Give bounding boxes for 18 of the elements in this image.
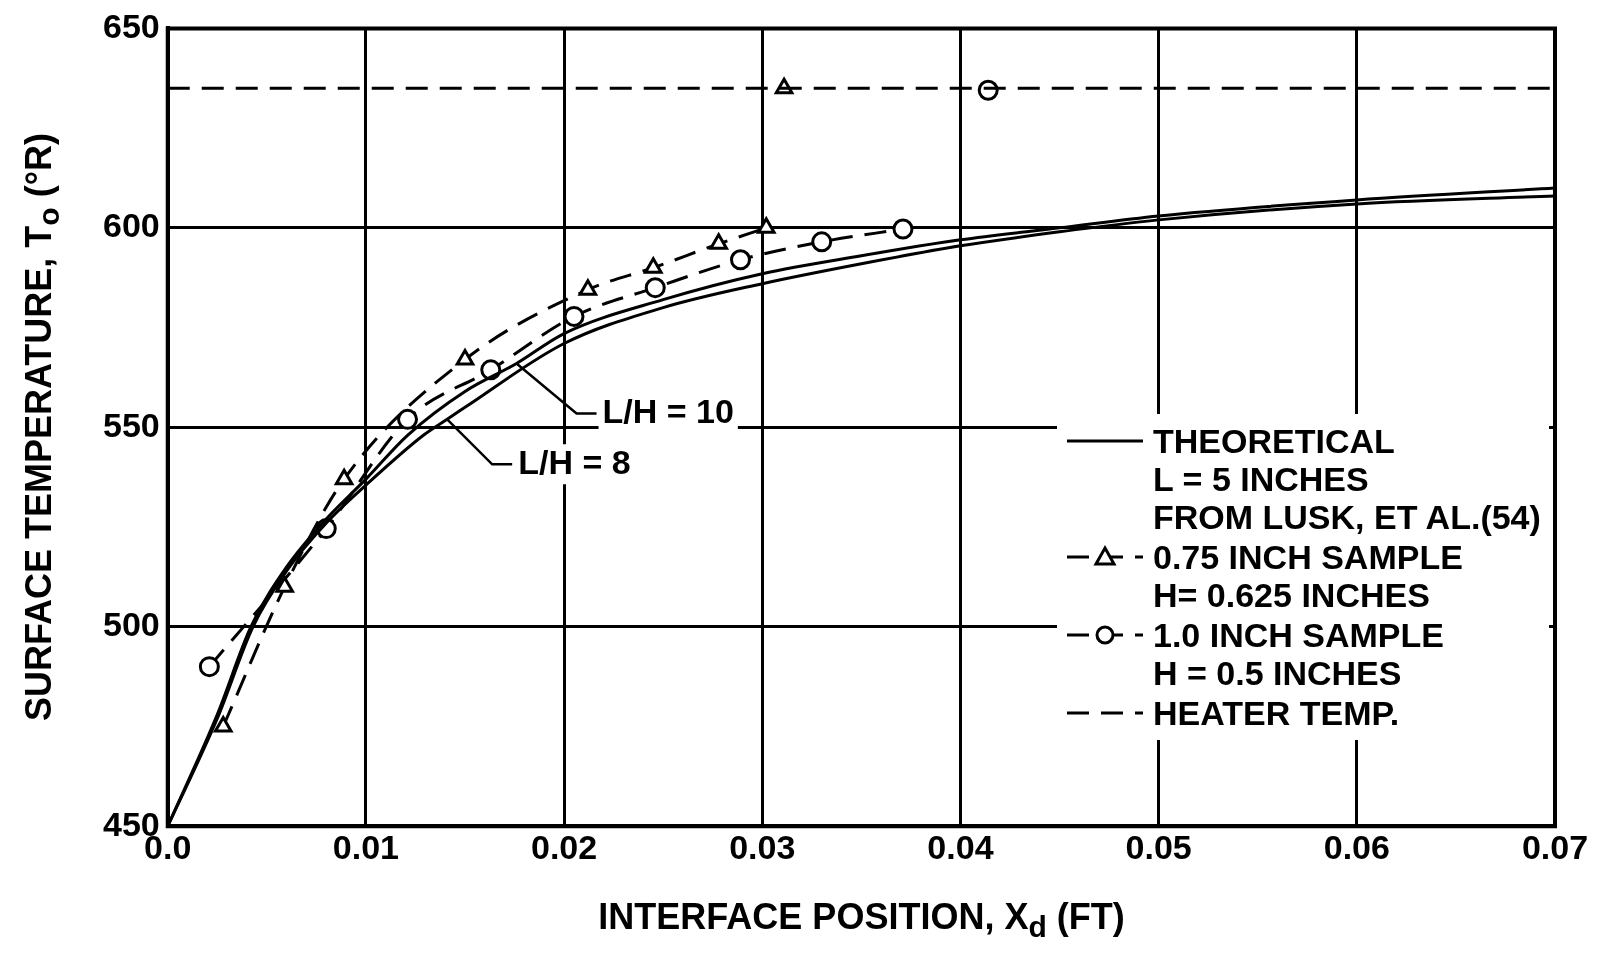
x-axis-title: INTERFACE POSITION, X$_{d}$ (FT): [598, 896, 1125, 945]
y-tick-label: 550: [102, 405, 160, 444]
x-tick-label: 0.03: [729, 827, 796, 866]
x-tick-label: 0.04: [927, 827, 994, 866]
y-tick-label: 600: [102, 206, 160, 245]
x-tick-label: 0.05: [1125, 827, 1192, 866]
x-tick-label: 0.01: [332, 827, 399, 866]
legend-label: HEATER TEMP.: [1153, 694, 1400, 733]
legend-label: L/H = 10: [602, 391, 734, 430]
y-tick-label: 650: [102, 6, 160, 45]
x-tick-label: 0.06: [1323, 827, 1390, 866]
annotation: THEORETICAL L = 5 INCHES FROM LUSK, ET AL.(54): [1153, 422, 1541, 537]
x-tick-label: 0.07: [1521, 827, 1589, 866]
legend-label: L/H = 8: [518, 442, 631, 481]
y-tick-label: 500: [102, 605, 160, 644]
legend-label: 0.75 INCH SAMPLE H= 0.625 INCHES: [1153, 538, 1463, 615]
x-tick-label: 0.02: [531, 827, 598, 866]
legend-label: 1.0 INCH SAMPLE H = 0.5 INCHES: [1153, 616, 1444, 693]
